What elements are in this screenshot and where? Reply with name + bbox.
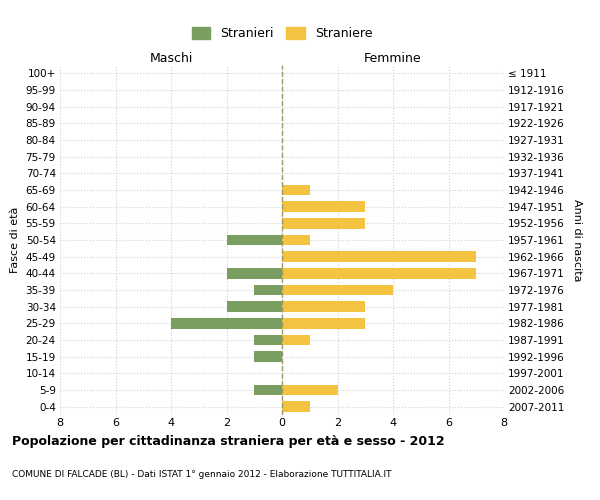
Bar [282,184,310,196]
Bar [282,401,310,412]
Bar [254,384,282,396]
Bar [254,351,282,362]
Text: COMUNE DI FALCADE (BL) - Dati ISTAT 1° gennaio 2012 - Elaborazione TUTTITALIA.IT: COMUNE DI FALCADE (BL) - Dati ISTAT 1° g… [12,470,392,479]
Y-axis label: Fasce di età: Fasce di età [10,207,20,273]
Y-axis label: Anni di nascita: Anni di nascita [572,198,581,281]
Bar [227,301,282,312]
Bar [282,268,476,279]
Bar [282,284,393,296]
Bar [254,284,282,296]
Text: Femmine: Femmine [364,52,422,65]
Text: Popolazione per cittadinanza straniera per età e sesso - 2012: Popolazione per cittadinanza straniera p… [12,435,445,448]
Bar [282,218,365,228]
Bar [282,251,476,262]
Bar [282,234,310,246]
Bar [282,201,365,212]
Bar [227,268,282,279]
Bar [282,318,365,329]
Bar [227,234,282,246]
Text: Maschi: Maschi [149,52,193,65]
Bar [282,334,310,345]
Bar [171,318,282,329]
Bar [254,334,282,345]
Bar [282,301,365,312]
Legend: Stranieri, Straniere: Stranieri, Straniere [187,22,377,45]
Bar [282,384,337,396]
